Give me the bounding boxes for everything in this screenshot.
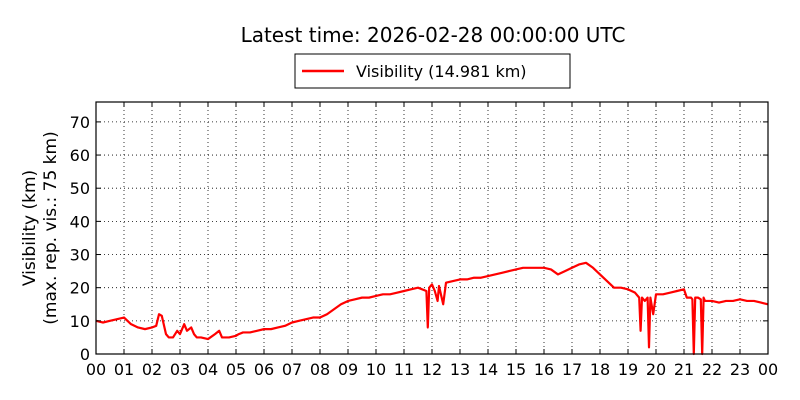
- y-axis-label-line2: (max. rep. vis.: 75 km): [41, 131, 61, 324]
- x-tick-label: 01: [114, 360, 134, 379]
- x-tick-label: 08: [310, 360, 330, 379]
- y-tick-label: 70: [70, 113, 90, 132]
- y-axis-label-line1: Visibility (km): [20, 170, 40, 286]
- legend-label-visibility: Visibility (14.981 km): [356, 62, 527, 81]
- y-tick-label: 60: [70, 146, 90, 165]
- x-tick-label: 00: [758, 360, 778, 379]
- x-tick-label: 22: [702, 360, 722, 379]
- x-tick-label: 07: [282, 360, 302, 379]
- ticks-layer: 00 01 02 03 04 05 06 07 08 09 10 11 12 13 14 15 16 17 18 19…: [70, 102, 778, 379]
- x-tick-label: 19: [618, 360, 638, 379]
- x-tick-label: 21: [674, 360, 694, 379]
- x-tick-label: 02: [142, 360, 162, 379]
- x-tick-label: 20: [646, 360, 666, 379]
- y-tick-label: 50: [70, 179, 90, 198]
- y-tick-label: 0: [80, 345, 90, 364]
- x-tick-label: 06: [254, 360, 274, 379]
- x-tick-label: 03: [170, 360, 190, 379]
- plot-border: [95, 101, 769, 355]
- x-tick-label: 17: [562, 360, 582, 379]
- x-tick-label: 18: [590, 360, 610, 379]
- x-tick-label: 12: [422, 360, 442, 379]
- x-tick-label: 23: [730, 360, 750, 379]
- y-tick-label: 20: [70, 279, 90, 298]
- x-tick-label: 15: [506, 360, 526, 379]
- y-tick-label: 40: [70, 212, 90, 231]
- x-tick-label: 10: [366, 360, 386, 379]
- x-tick-label: 13: [450, 360, 470, 379]
- grid-layer: [96, 102, 768, 354]
- y-tick-label: 10: [70, 312, 90, 331]
- series-line-visibility: [95, 261, 769, 356]
- x-tick-label: 05: [226, 360, 246, 379]
- x-tick-label: 14: [478, 360, 498, 379]
- x-tick-label: 09: [338, 360, 358, 379]
- plot-frame: [95, 101, 769, 355]
- x-tick-label: 04: [198, 360, 218, 379]
- y-axis-label: Visibility (km) (max. rep. vis.: 75 km): [20, 131, 61, 324]
- legend: Visibility (14.981 km): [294, 53, 571, 89]
- x-tick-label: 11: [394, 360, 414, 379]
- y-tick-label: 30: [70, 246, 90, 265]
- x-tick-label: 00: [86, 360, 106, 379]
- series-layer: [95, 261, 769, 356]
- chart-title: Latest time: 2026-02-28 00:00:00 UTC: [241, 23, 626, 47]
- x-tick-label: 16: [534, 360, 554, 379]
